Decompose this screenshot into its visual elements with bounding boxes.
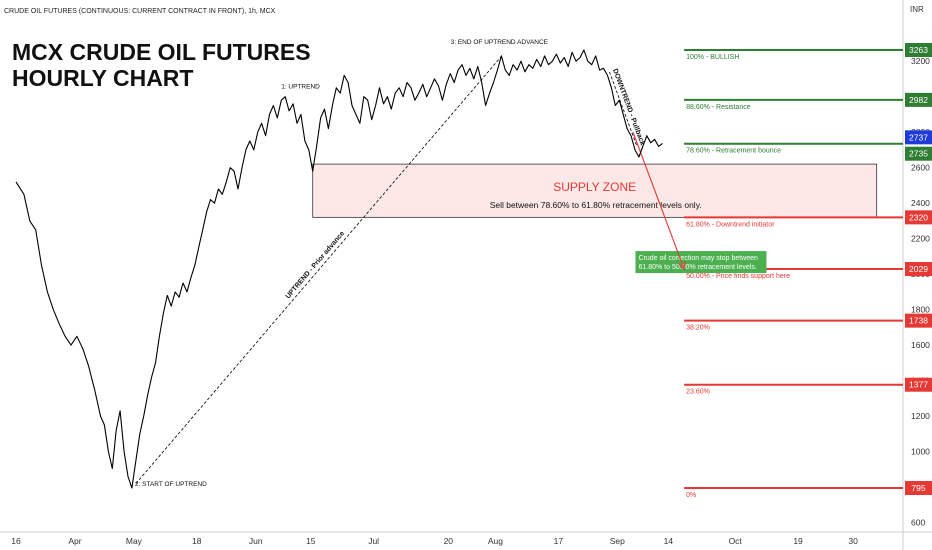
fib-badge-5 [905, 313, 932, 328]
x-tick-9: 17 [554, 536, 564, 546]
fib-badge-text-5: 1738 [909, 316, 928, 326]
x-tick-0: 16 [11, 536, 21, 546]
trend-label-0: UPTREND - Prior advance [285, 230, 347, 300]
chart-title-line-1: MCX CRUDE OIL FUTURES [12, 39, 311, 65]
y-tick-8: 2200 [911, 234, 930, 244]
fib-badge-text-2: 2735 [909, 149, 928, 159]
fib-label-1: 88.60% - Resistance [686, 104, 751, 111]
currency-label: INR [910, 5, 924, 14]
fib-label-5: 38.20% [686, 325, 710, 332]
trend-lines: UPTREND - Prior advance DOWNTREND - Pullb… [135, 53, 686, 484]
x-tick-4: Jun [249, 536, 263, 546]
x-tick-10: Sep [610, 536, 625, 546]
y-tick-0: 600 [911, 518, 925, 528]
fib-badge-0 [905, 43, 932, 57]
supply-zone: SUPPLY ZONE Sell between 78.60% to 61.80%… [312, 163, 878, 218]
fib-label-6: 23.60% [686, 389, 710, 396]
current-price-text: 2737 [909, 132, 928, 142]
x-tick-5: 15 [306, 536, 316, 546]
x-tick-1: Apr [68, 536, 81, 546]
fib-badge-text-3: 2320 [909, 212, 928, 222]
fib-label-3: 61.80% - Downtrend initiator [686, 221, 775, 228]
x-tick-8: Aug [488, 536, 503, 546]
fib-badge-text-4: 2029 [909, 264, 928, 274]
note-line-0: Crude oil correction may stop between [638, 255, 758, 262]
y-tick-10: 2600 [911, 163, 930, 173]
note-box [635, 251, 767, 274]
x-tick-3: 18 [192, 536, 202, 546]
fib-label-7: 0% [686, 492, 696, 499]
fib-label-4: 50.00% - Price finds support here [686, 273, 790, 280]
fib-label-0: 100% - BULLISH [686, 54, 739, 61]
projection-arrow [632, 131, 685, 270]
y-tick-13: 3200 [911, 56, 930, 66]
supply-zone-box [312, 163, 878, 218]
swing-label-0: 2: START OF UPTREND [135, 481, 207, 488]
price-series [15, 49, 663, 489]
y-tick-3: 1200 [911, 411, 930, 421]
trend-line-0 [135, 53, 504, 484]
y-tick-6: 1800 [911, 305, 930, 315]
x-tick-6: Jul [368, 536, 379, 546]
current-price-badge [905, 130, 932, 145]
fib-levels: 100% - BULLISH 88.60% - Resistance 78.60% … [635, 49, 903, 499]
fib-label-2: 78.60% - Retracement bounce [686, 148, 781, 155]
chart-title-line-2: HOURLY CHART [12, 65, 193, 91]
supply-zone-title: SUPPLY ZONE [553, 180, 636, 194]
fib-badge-text-1: 2982 [909, 95, 928, 105]
y-tick-5: 1600 [911, 340, 930, 350]
fib-badge-6 [905, 377, 932, 392]
y-tick-9: 2400 [911, 198, 930, 208]
x-axis: 16 Apr May 18 Jun 15 Jul 20 Aug 17 Sep 14 Oct 19 30 [11, 536, 858, 546]
y-tick-2: 1000 [911, 447, 930, 457]
swing-labels: 2: START OF UPTREND 1: UPTREND 3: END OF U… [135, 39, 549, 488]
fib-badge-text-6: 1377 [909, 380, 928, 390]
fib-badge-text-7: 795 [911, 483, 925, 493]
fib-badge-7 [905, 481, 932, 495]
fib-badge-2 [905, 146, 932, 161]
note-line-1: 61.80% to 50.00% retracement levels. [638, 264, 756, 271]
x-tick-7: 20 [444, 536, 454, 546]
x-tick-12: Oct [729, 536, 743, 546]
trend-label-1: DOWNTREND - Pullback [611, 68, 646, 147]
fib-badge-1 [905, 92, 932, 107]
trend-line-1 [609, 71, 638, 147]
fib-badge-text-0: 3263 [909, 45, 928, 55]
supply-zone-text: Sell between 78.60% to 61.80% retracemen… [490, 200, 702, 210]
y-axis: 6008001000120014001600180020002200240026… [905, 43, 932, 528]
price-line[interactable] [15, 49, 663, 489]
x-tick-11: 14 [664, 536, 674, 546]
fib-badge-4 [905, 262, 932, 276]
x-tick-2: May [126, 536, 143, 546]
swing-label-2: 3: END OF UPTREND ADVANCE [451, 39, 549, 46]
instrument-header: CRUDE OIL FUTURES (CONTINUOUS: CURRENT C… [4, 8, 276, 15]
swing-label-1: 1: UPTREND [281, 84, 320, 91]
x-tick-13: 19 [793, 536, 803, 546]
fib-badge-3 [905, 210, 932, 225]
x-tick-14: 30 [848, 536, 858, 546]
projection-arrow-head [677, 260, 686, 271]
